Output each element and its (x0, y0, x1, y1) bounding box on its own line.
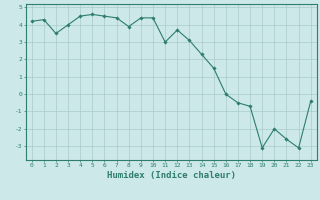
X-axis label: Humidex (Indice chaleur): Humidex (Indice chaleur) (107, 171, 236, 180)
